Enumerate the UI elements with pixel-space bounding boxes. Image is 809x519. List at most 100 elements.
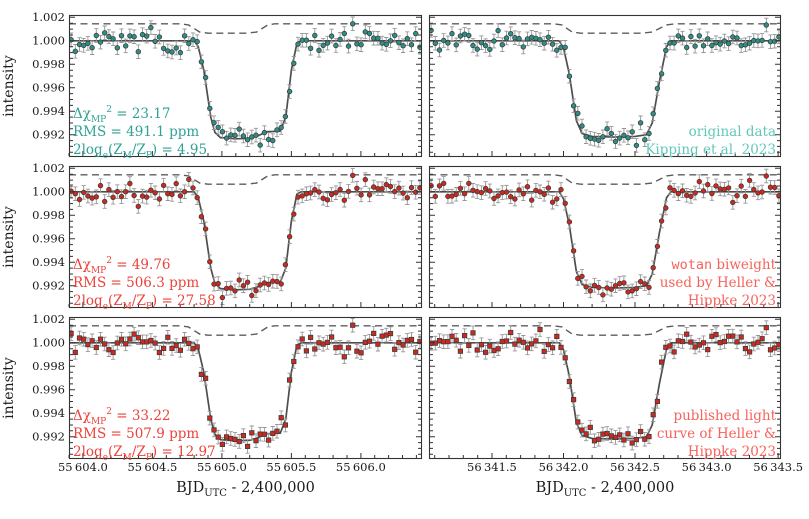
data-point <box>591 282 598 289</box>
data-point <box>375 341 381 347</box>
data-point <box>512 196 518 202</box>
x-tick-label: 56 342.5 <box>610 460 660 474</box>
data-point <box>392 346 398 352</box>
data-point <box>228 285 234 291</box>
data-point <box>759 189 765 195</box>
data-point <box>165 334 171 340</box>
data-point <box>688 339 694 345</box>
data-point <box>345 43 352 49</box>
data-point <box>143 33 150 39</box>
data-point <box>236 277 242 283</box>
data-point <box>261 129 268 136</box>
data-point <box>358 350 364 356</box>
data-point <box>186 340 192 347</box>
data-point <box>608 286 614 292</box>
data-point <box>759 336 765 342</box>
panel-bottom-right: 56 341.5 56 342.0 56 342.5 56 343.0 56 343.5… <box>428 316 803 474</box>
data-point <box>449 30 455 37</box>
data-point <box>354 348 360 354</box>
data-points <box>69 21 422 148</box>
data-point <box>366 192 373 198</box>
data-point <box>755 339 761 345</box>
data-point <box>114 45 120 51</box>
data-point <box>725 40 732 47</box>
data-point <box>529 197 535 203</box>
data-point <box>396 185 402 191</box>
data-point <box>721 338 728 345</box>
data-point <box>516 187 522 193</box>
data-point <box>110 349 116 356</box>
data-point <box>202 226 209 232</box>
data-point <box>333 42 339 49</box>
data-point <box>249 292 255 299</box>
plot-area <box>69 168 422 305</box>
data-point <box>135 49 141 55</box>
data-point <box>751 186 757 193</box>
data-point <box>69 188 74 194</box>
data-point <box>638 428 644 435</box>
data-point <box>696 33 702 39</box>
data-point <box>345 345 352 351</box>
plot-area <box>69 317 422 454</box>
data-point <box>650 265 656 271</box>
panel-top-right: original data Kipping et al. 2023 <box>428 14 782 158</box>
data-point <box>671 40 677 46</box>
data-point <box>307 45 314 51</box>
data-point <box>646 284 652 291</box>
data-point <box>491 195 497 202</box>
data-point <box>570 248 577 254</box>
data-point <box>387 183 394 190</box>
data-point <box>579 123 585 129</box>
data-point <box>503 35 510 41</box>
data-point <box>122 43 129 49</box>
data-point <box>392 32 398 39</box>
x-tick-label: 56 343.5 <box>753 460 803 474</box>
data-point <box>413 30 419 37</box>
axis-ticks <box>68 167 421 307</box>
data-point <box>350 322 356 328</box>
data-point <box>625 431 631 437</box>
data-point <box>202 375 209 381</box>
data-point <box>366 338 373 344</box>
error-bars <box>429 17 781 153</box>
data-point <box>93 194 99 200</box>
data-point <box>106 33 112 40</box>
data-point <box>148 24 154 31</box>
data-point <box>358 42 364 48</box>
stats-annotation-line: 2loge(ZM/ZP) = 12.97 <box>73 444 216 463</box>
data-point <box>131 331 137 337</box>
data-point <box>654 398 661 405</box>
data-point <box>265 281 272 288</box>
data-point <box>72 349 78 356</box>
data-point <box>746 40 753 46</box>
data-point <box>93 344 99 351</box>
data-point <box>215 280 221 287</box>
data-point <box>675 338 681 344</box>
data-point <box>700 43 707 49</box>
data-point <box>730 199 736 206</box>
data-point <box>316 47 322 53</box>
data-point <box>118 33 125 39</box>
data-point <box>503 338 510 344</box>
data-point <box>135 203 141 210</box>
data-point <box>232 436 238 443</box>
detrending-window-line <box>429 325 781 336</box>
data-point <box>261 431 268 437</box>
data-point <box>545 185 552 191</box>
data-point <box>453 191 459 197</box>
data-points <box>69 322 422 450</box>
data-point <box>181 188 188 195</box>
data-point <box>499 42 505 48</box>
data-point <box>387 330 394 337</box>
data-point <box>181 336 188 342</box>
data-point <box>350 172 356 179</box>
data-point <box>495 193 501 199</box>
data-point <box>705 36 711 42</box>
data-point <box>474 347 480 353</box>
data-point <box>642 281 648 287</box>
data-point <box>763 22 769 28</box>
data-point <box>152 340 158 346</box>
data-point <box>432 40 438 46</box>
data-point <box>358 192 364 198</box>
data-point <box>608 433 614 439</box>
